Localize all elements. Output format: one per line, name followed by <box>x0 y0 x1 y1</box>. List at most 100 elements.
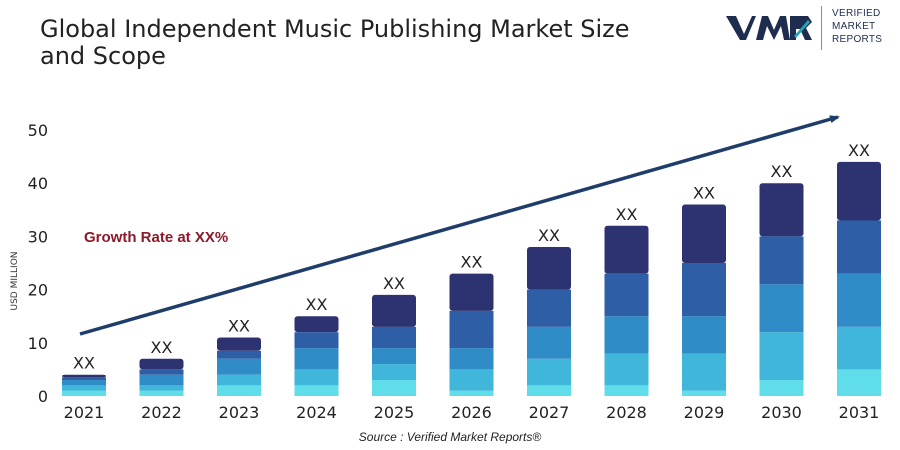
bar-segment <box>449 348 494 370</box>
bar-segment <box>604 385 649 396</box>
y-tick-label: 0 <box>38 387 48 406</box>
bar-segment <box>372 294 416 327</box>
bar-data-label: XX <box>771 162 793 181</box>
chart-title: Global Independent Music Publishing Mark… <box>40 15 630 70</box>
bar-segment <box>759 332 804 381</box>
x-tick-label: 2023 <box>219 403 260 422</box>
y-tick-label: 30 <box>28 227 48 246</box>
bar-data-label: XX <box>461 253 483 272</box>
bar-segment <box>294 385 339 396</box>
vmr-logo: VERIFIED MARKET REPORTS <box>724 6 894 50</box>
bar-segment <box>294 348 339 370</box>
bar-data-label: XX <box>383 274 405 293</box>
bar-segment <box>759 183 804 237</box>
bar-data-label: XX <box>848 141 870 160</box>
bar-segment <box>682 316 726 354</box>
bar-segment <box>139 390 184 396</box>
bar-data-label: XX <box>693 183 715 202</box>
bar-segment <box>62 390 106 396</box>
bar-data-label: XX <box>538 226 560 245</box>
bar-segment <box>604 273 649 317</box>
bar-segment <box>759 236 804 285</box>
y-tick-label: 50 <box>28 121 48 140</box>
x-tick-label: 2031 <box>839 403 880 422</box>
x-tick-label: 2021 <box>64 403 105 422</box>
bar-segment <box>217 385 261 396</box>
bar-data-label: XX <box>73 354 95 373</box>
bar-segment <box>682 353 726 391</box>
bar-segment <box>604 225 649 274</box>
x-tick-label: 2026 <box>451 403 492 422</box>
x-tick-label: 2027 <box>529 403 570 422</box>
bar-data-labels: XX XX XX XX XX XX XX XX XX XX XX <box>73 141 870 373</box>
bar-segment <box>527 385 571 396</box>
bar-segment <box>139 374 184 386</box>
bar-data-label: XX <box>228 316 250 335</box>
x-tick-label: 2029 <box>684 403 725 422</box>
bar-segment <box>62 380 106 386</box>
bar-segment <box>449 310 494 349</box>
bar-segment <box>372 364 416 381</box>
bar-segment <box>294 316 339 333</box>
x-tick-label: 2022 <box>141 403 182 422</box>
y-axis-title: USD MILLION <box>10 251 20 310</box>
x-tick-label: 2028 <box>606 403 647 422</box>
x-axis-ticks: 2021 2022 2023 2024 2025 2026 2027 2028 2029 2030… <box>64 403 880 422</box>
y-tick-label: 40 <box>28 174 48 193</box>
bar-segment <box>604 353 649 386</box>
bar-segment <box>372 348 416 365</box>
vmr-logo-mark <box>726 16 812 40</box>
bar-segment <box>837 161 881 221</box>
bar-segment <box>837 326 881 370</box>
bar-segment <box>62 377 106 381</box>
bar-segment <box>372 326 416 349</box>
bar-segment <box>62 374 106 378</box>
bar-segment <box>837 220 881 274</box>
source-note: Source : Verified Market Reports® <box>358 430 542 444</box>
bar-segment <box>759 284 804 333</box>
bar-segment <box>527 326 571 359</box>
bar-segment <box>837 369 881 396</box>
bar-segment <box>217 374 261 386</box>
logo-text: VERIFIED MARKET REPORTS <box>832 7 882 46</box>
trend-arrow <box>79 115 840 336</box>
y-tick-label: 10 <box>28 334 48 353</box>
bar-segment <box>372 380 416 396</box>
bar-segment <box>604 316 649 354</box>
bar-segment <box>139 369 184 375</box>
bar-segment <box>217 358 261 375</box>
bar-segment <box>682 390 726 396</box>
bar-segment <box>527 247 571 290</box>
bar-segment <box>139 358 184 370</box>
bar-data-label: XX <box>616 205 638 224</box>
bar-segment <box>217 350 261 359</box>
bar-segment <box>449 369 494 391</box>
y-axis-label: USD MILLION <box>10 251 20 310</box>
x-tick-label: 2024 <box>296 403 337 422</box>
bar-segment <box>217 337 261 351</box>
bar-segment <box>449 390 494 396</box>
bar-segment <box>527 358 571 386</box>
x-tick-label: 2030 <box>761 403 802 422</box>
bar-data-label: XX <box>306 295 328 314</box>
logo-line-2: MARKET <box>832 21 876 32</box>
bar-segment <box>294 332 339 349</box>
bar-segment <box>449 273 494 311</box>
bar-segment <box>682 263 726 317</box>
growth-rate-annotation: Growth Rate at XX% <box>84 229 228 246</box>
bar-segment <box>682 204 726 263</box>
bar-data-label: XX <box>151 338 173 357</box>
logo-divider <box>821 6 822 50</box>
y-axis-ticks: 0 10 20 30 40 50 <box>28 121 48 406</box>
bar-segment <box>294 369 339 386</box>
bar-segment <box>527 289 571 327</box>
y-tick-label: 20 <box>28 281 48 300</box>
bars <box>62 161 881 396</box>
bar-segment <box>837 273 881 327</box>
bar-segment <box>139 385 184 391</box>
bar-segment <box>759 380 804 396</box>
logo-line-3: REPORTS <box>832 34 883 45</box>
x-tick-label: 2025 <box>374 403 415 422</box>
bar-segment <box>62 385 106 391</box>
